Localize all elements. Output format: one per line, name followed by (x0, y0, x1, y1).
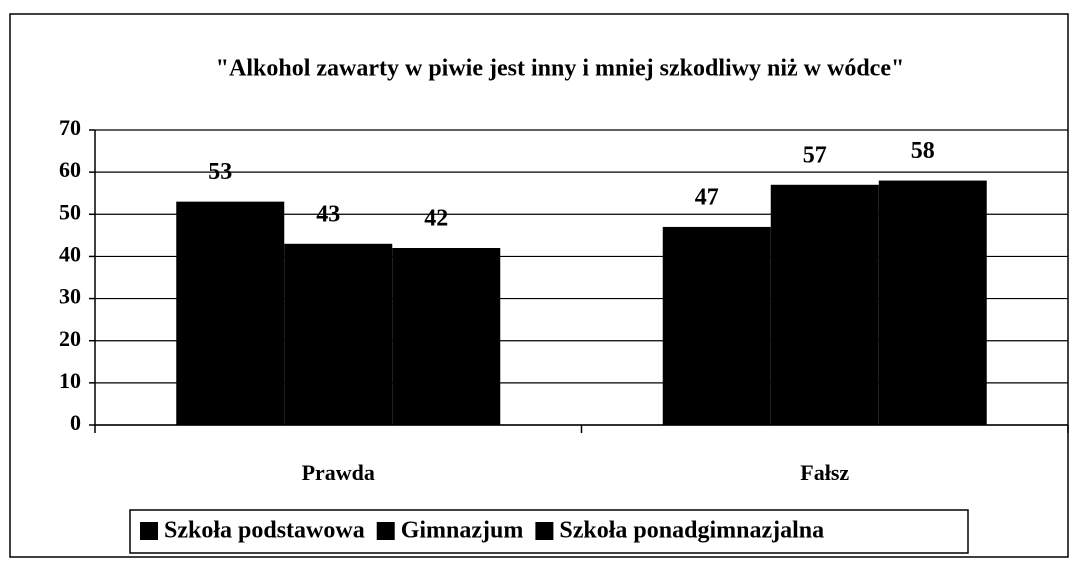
bar (770, 184, 879, 425)
y-tick-label: 0 (70, 410, 81, 435)
data-label: 53 (208, 159, 232, 185)
legend-label: Szkoła ponadgimnazjalna (559, 518, 824, 544)
y-tick-label: 50 (59, 199, 81, 224)
bar (176, 201, 285, 425)
legend-label: Gimnazjum (401, 518, 524, 544)
y-tick-label: 40 (59, 241, 81, 266)
data-label: 42 (424, 206, 448, 232)
y-tick-label: 60 (59, 157, 81, 182)
data-label: 58 (911, 138, 935, 164)
data-label: 43 (316, 201, 340, 227)
chart-title: "Alkohol zawarty w piwie jest inny i mni… (216, 56, 905, 82)
bar (284, 243, 393, 425)
legend-label: Szkoła podstawowa (164, 518, 365, 544)
y-tick-label: 20 (59, 326, 81, 351)
y-tick-label: 30 (59, 284, 81, 309)
data-label: 47 (695, 184, 719, 210)
bar (662, 226, 771, 425)
data-label: 57 (803, 142, 827, 168)
bar (878, 180, 987, 425)
x-tick-label: Prawda (302, 460, 375, 485)
legend-swatch (535, 522, 554, 540)
y-tick-label: 70 (59, 115, 81, 140)
legend-swatch (140, 522, 158, 540)
y-tick-label: 10 (59, 368, 81, 393)
bar (392, 248, 501, 425)
x-tick-label: Fałsz (800, 460, 849, 485)
legend-swatch (376, 522, 395, 540)
